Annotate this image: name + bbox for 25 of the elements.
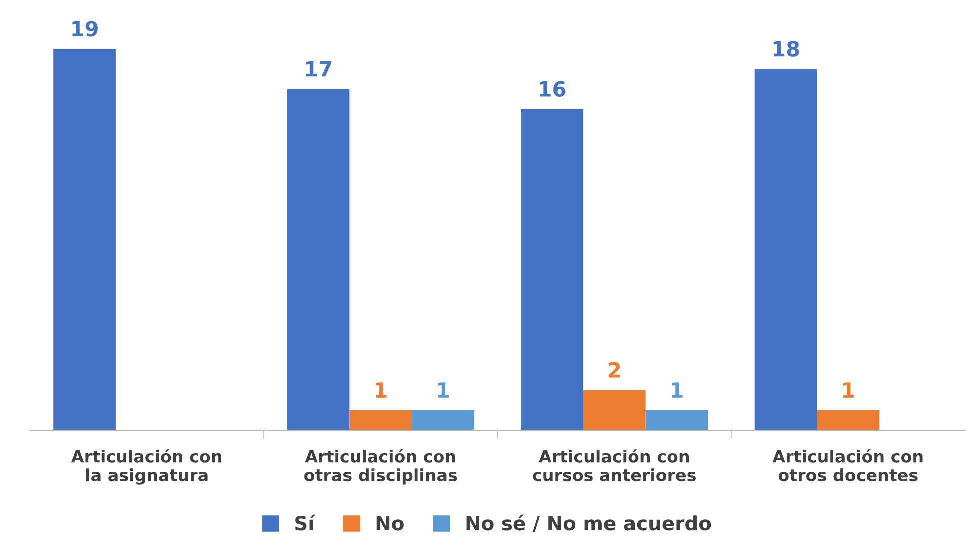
bar — [412, 410, 474, 431]
data-label: 16 — [540, 81, 566, 98]
data-label: 1 — [438, 382, 450, 398]
bar — [54, 49, 116, 431]
bar — [754, 69, 818, 431]
legend-label: Sí — [296, 514, 316, 531]
legend-label: No sé / No me acuerdo — [466, 514, 712, 532]
data-label: 1 — [843, 382, 854, 398]
legend-label: No — [376, 516, 404, 531]
bar — [646, 410, 708, 431]
data-label: 17 — [306, 61, 332, 77]
data-label: 18 — [774, 41, 800, 57]
x-tick-label: Articulación con otros docentes — [772, 449, 923, 482]
data-label: 2 — [609, 362, 620, 378]
x-tick-label: Articulación con cursos anteriores — [533, 449, 696, 482]
bar — [583, 390, 646, 431]
x-tick-label: Articulación con otras disciplinas — [304, 449, 458, 485]
bar — [817, 410, 880, 431]
bar — [521, 109, 584, 431]
data-label: 1 — [672, 382, 683, 398]
data-label: 1 — [376, 382, 387, 398]
bar — [287, 89, 350, 431]
bar — [350, 410, 412, 431]
x-tick-label: Articulación con la asignatura — [71, 449, 222, 485]
data-label: 19 — [72, 21, 98, 37]
